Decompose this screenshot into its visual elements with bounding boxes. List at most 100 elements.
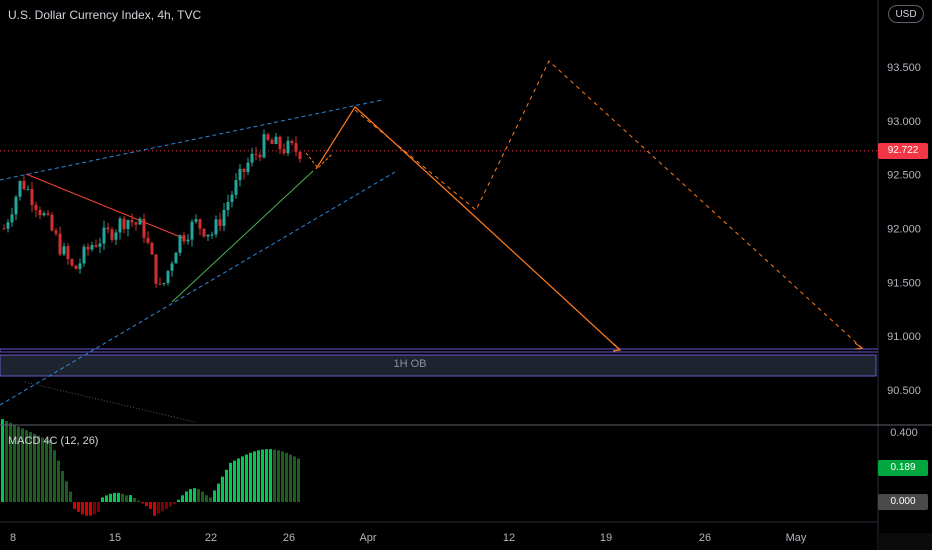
macd-bar bbox=[165, 502, 168, 509]
macd-bar bbox=[29, 432, 32, 502]
candle-body bbox=[70, 259, 74, 266]
candle-body bbox=[154, 254, 158, 284]
price-pane[interactable] bbox=[0, 60, 879, 423]
macd-bar bbox=[177, 499, 180, 502]
macd-bar bbox=[293, 456, 296, 502]
candle-body bbox=[286, 140, 290, 154]
macd-bar bbox=[89, 502, 92, 516]
candle-body bbox=[94, 245, 98, 247]
candle-body bbox=[194, 219, 198, 222]
candle-body bbox=[166, 270, 170, 284]
macd-bar bbox=[41, 437, 44, 502]
macd-bar bbox=[85, 502, 88, 516]
candle-body bbox=[190, 221, 194, 240]
macd-bar bbox=[1, 419, 4, 502]
macd-bar bbox=[109, 493, 112, 502]
candle-body bbox=[198, 219, 202, 229]
candle-body bbox=[130, 220, 134, 223]
macd-bar bbox=[193, 488, 196, 502]
macd-indicator-label[interactable]: MACD 4C (12, 26) bbox=[8, 435, 99, 447]
macd-bar bbox=[149, 502, 152, 509]
candle-body bbox=[218, 219, 222, 226]
macd-bar bbox=[61, 470, 64, 502]
macd-bar bbox=[137, 500, 140, 502]
macd-bar bbox=[221, 476, 224, 502]
price-tick-label: 91.500 bbox=[887, 277, 921, 289]
currency-selector[interactable]: USD bbox=[888, 5, 924, 23]
macd-bar bbox=[17, 426, 20, 502]
candle-body bbox=[230, 194, 234, 203]
candle-body bbox=[214, 219, 218, 235]
candle-body bbox=[242, 168, 246, 173]
candle-body bbox=[254, 153, 258, 155]
macd-bar bbox=[53, 450, 56, 502]
macd-bar bbox=[97, 502, 100, 512]
candle-body bbox=[158, 283, 162, 285]
macd-bar bbox=[205, 495, 208, 502]
macd-bar bbox=[237, 458, 240, 502]
macd-bar bbox=[69, 491, 72, 502]
candle-body bbox=[270, 139, 274, 144]
macd-bar bbox=[37, 435, 40, 502]
candle-body bbox=[246, 162, 250, 173]
macd-bar bbox=[213, 490, 216, 502]
candle-body bbox=[290, 140, 294, 144]
macd-bar bbox=[93, 502, 96, 515]
candle-body bbox=[114, 232, 118, 240]
candle-body bbox=[134, 222, 138, 225]
candle-body bbox=[82, 246, 86, 264]
time-tick-label: 12 bbox=[503, 532, 515, 544]
macd-bar bbox=[209, 497, 212, 502]
macd-bar bbox=[25, 430, 28, 502]
price-tick-label: 93.500 bbox=[887, 62, 921, 74]
candle-body bbox=[294, 143, 298, 152]
macd-tick-label: 0.400 bbox=[890, 427, 918, 439]
candle-body bbox=[162, 283, 166, 285]
macd-bar bbox=[141, 502, 144, 504]
time-tick-label: 26 bbox=[699, 532, 711, 544]
macd-bar bbox=[241, 456, 244, 502]
candle-body bbox=[170, 263, 174, 271]
macd-bar bbox=[113, 492, 116, 502]
candle-body bbox=[138, 218, 142, 225]
candle-body bbox=[282, 149, 286, 154]
time-tick-label: Apr bbox=[359, 532, 376, 544]
macd-bar bbox=[253, 451, 256, 502]
macd-bar bbox=[65, 481, 68, 502]
candle-body bbox=[186, 239, 190, 242]
candle-body bbox=[38, 209, 42, 216]
candle-body bbox=[106, 227, 110, 230]
candle-body bbox=[110, 229, 114, 240]
candle-body bbox=[150, 242, 154, 255]
macd-bar bbox=[185, 491, 188, 502]
candle-body bbox=[142, 218, 146, 238]
candle-body bbox=[10, 214, 14, 223]
chart-title: U.S. Dollar Currency Index, 4h, TVC bbox=[8, 8, 202, 22]
projection-primary-arrow bbox=[612, 343, 622, 352]
macd-bar bbox=[281, 451, 284, 502]
time-tick-label: 19 bbox=[600, 532, 612, 544]
macd-bar bbox=[257, 450, 260, 502]
macd-bar bbox=[145, 502, 148, 507]
candle-body bbox=[58, 233, 62, 255]
candle-body bbox=[90, 245, 94, 250]
candle-body bbox=[258, 154, 262, 158]
macd-bar bbox=[161, 502, 164, 512]
macd-bar bbox=[201, 491, 204, 502]
macd-bar bbox=[289, 454, 292, 502]
macd-bar bbox=[217, 483, 220, 502]
macd-bar bbox=[45, 439, 48, 502]
macd-bar bbox=[125, 495, 128, 502]
candle-body bbox=[266, 134, 270, 140]
candle-body bbox=[14, 196, 18, 215]
macd-bar bbox=[33, 433, 36, 502]
macd-bar bbox=[169, 502, 172, 507]
candle-body bbox=[178, 235, 182, 253]
macd-bar bbox=[157, 502, 160, 514]
time-tick-label: 22 bbox=[205, 532, 217, 544]
axis-corner bbox=[878, 533, 932, 550]
macd-pane[interactable] bbox=[1, 419, 300, 516]
candle-body bbox=[126, 220, 130, 230]
